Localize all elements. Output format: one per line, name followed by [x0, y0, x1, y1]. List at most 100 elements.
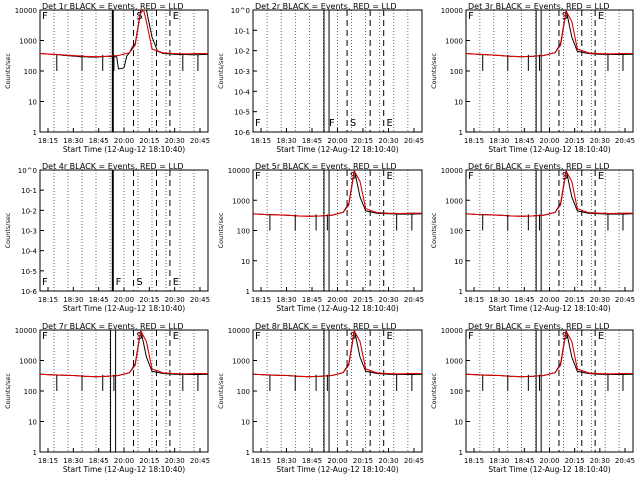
marker-f: F [42, 11, 48, 22]
panel-title: Det 9r BLACK = Events, RED = LLD [468, 322, 610, 331]
marker-s: S [136, 277, 142, 288]
x-tick-label: 18:45 [302, 457, 322, 465]
x-tick-label: 18:30 [276, 296, 296, 304]
y-tick-label: 10 [454, 258, 463, 266]
y-axis-label: Counts/sec [430, 373, 438, 409]
marker-f: F [468, 331, 474, 342]
y-axis-label: Counts/sec [4, 373, 12, 409]
y-tick-label: 10-4 [234, 88, 250, 96]
x-tick-label: 20:15 [565, 457, 585, 465]
x-axis-label: Start Time (12-Aug-12 18:10:40) [276, 145, 398, 154]
x-tick-label: 20:30 [165, 457, 185, 465]
y-tick-label: 1000 [232, 197, 250, 205]
y-tick-label: 10000 [441, 167, 463, 175]
y-tick-label: 10000 [441, 7, 463, 15]
x-tick-label: 18:45 [302, 137, 322, 145]
y-tick-label: 100 [450, 68, 463, 76]
x-tick-label: 18:30 [276, 137, 296, 145]
x-tick-label: 20:45 [404, 137, 424, 145]
y-axis-label: Counts/sec [217, 212, 225, 248]
y-tick-label: 100 [237, 228, 250, 236]
x-axis-label: Start Time (12-Aug-12 18:10:40) [488, 465, 610, 474]
y-tick-label: 10000 [228, 167, 250, 175]
x-axis-label: Start Time (12-Aug-12 18:10:40) [488, 304, 610, 313]
panel-title: Det 6r BLACK = Events, RED = LLD [468, 162, 610, 171]
y-tick-label: 10-3 [21, 228, 37, 236]
y-tick-label: 10 [28, 419, 37, 427]
marker-e: E [387, 331, 393, 342]
marker-f: F [255, 171, 261, 182]
x-tick-label: 20:15 [353, 137, 373, 145]
x-tick-label: 20:00 [539, 457, 559, 465]
panel-title: Det 8r BLACK = Events, RED = LLD [255, 322, 397, 331]
x-tick-label: 20:45 [190, 457, 210, 465]
y-tick-label: 100 [24, 388, 37, 396]
y-tick-label: 10^0 [231, 7, 250, 15]
x-tick-label: 20:30 [378, 296, 398, 304]
y-tick-label: 10^0 [18, 167, 37, 175]
marker-e: E [598, 171, 604, 182]
x-tick-label: 18:45 [302, 296, 322, 304]
x-axis-label: Start Time (12-Aug-12 18:10:40) [488, 145, 610, 154]
x-tick-label: 18:15 [38, 137, 58, 145]
x-tick-label: 18:15 [464, 457, 484, 465]
x-tick-label: 18:45 [89, 457, 109, 465]
panel-det-8: Det 8r BLACK = Events, RED = LLD 1 10 100 10… [217, 322, 424, 474]
y-tick-label: 10 [454, 419, 463, 427]
y-tick-label: 1 [459, 288, 463, 296]
y-tick-label: 10-2 [234, 48, 250, 56]
x-tick-label: 20:15 [565, 137, 585, 145]
x-tick-label: 20:45 [615, 457, 635, 465]
x-tick-label: 20:00 [114, 296, 134, 304]
marker-e: E [173, 277, 179, 288]
x-tick-label: 18:45 [514, 296, 534, 304]
y-tick-label: 1000 [232, 358, 250, 366]
x-tick-label: 20:15 [139, 457, 159, 465]
x-tick-label: 20:15 [565, 296, 585, 304]
y-tick-label: 100 [450, 228, 463, 236]
x-tick-label: 20:15 [139, 137, 159, 145]
x-axis-label: Start Time (12-Aug-12 18:10:40) [63, 304, 185, 313]
x-tick-label: 20:30 [165, 296, 185, 304]
x-tick-label: 20:00 [114, 137, 134, 145]
y-axis-label: Counts/sec [430, 53, 438, 89]
marker-f: F [42, 277, 48, 288]
x-tick-label: 18:45 [89, 137, 109, 145]
x-tick-label: 20:30 [590, 296, 610, 304]
x-tick-label: 18:15 [464, 296, 484, 304]
y-tick-label: 1 [33, 129, 37, 137]
x-tick-label: 20:30 [590, 137, 610, 145]
y-tick-label: 10 [241, 419, 250, 427]
y-tick-label: 1 [246, 449, 250, 457]
y-tick-label: 1000 [19, 38, 37, 46]
panel-det-5: Det 5r BLACK = Events, RED = LLD 1 10 100 10… [217, 162, 424, 313]
x-tick-label: 20:45 [190, 296, 210, 304]
series-lld [252, 329, 422, 378]
panel-det-3: Det 3r BLACK = Events, RED = LLD 1 10 100 10… [430, 2, 635, 154]
y-tick-label: 10-3 [234, 68, 250, 76]
panel-title: Det 5r BLACK = Events, RED = LLD [255, 162, 397, 171]
marker-f: F [116, 277, 122, 288]
x-tick-label: 20:30 [378, 137, 398, 145]
panel-det-2: Det 2r BLACK = Events, RED = LLD 10-6 10-5… [217, 2, 424, 154]
y-tick-label: 10000 [441, 327, 463, 335]
y-tick-label: 10 [454, 99, 463, 107]
y-tick-label: 1 [459, 449, 463, 457]
x-tick-label: 18:45 [514, 457, 534, 465]
marker-f: F [255, 331, 261, 342]
marker-e: E [387, 171, 393, 182]
x-tick-label: 20:15 [353, 457, 373, 465]
y-axis-label: Counts/sec [4, 212, 12, 248]
x-axis-label: Start Time (12-Aug-12 18:10:40) [63, 145, 185, 154]
y-tick-label: 1000 [445, 38, 463, 46]
x-tick-label: 20:00 [327, 296, 347, 304]
y-tick-label: 10-4 [21, 248, 37, 256]
x-tick-label: 20:00 [114, 457, 134, 465]
y-tick-label: 1000 [19, 358, 37, 366]
marker-e: E [598, 331, 604, 342]
x-tick-label: 18:30 [489, 457, 509, 465]
panel-det-9: Det 9r BLACK = Events, RED = LLD 1 10 100 10… [430, 322, 635, 474]
marker-e: E [173, 11, 179, 22]
x-tick-label: 18:15 [251, 137, 271, 145]
